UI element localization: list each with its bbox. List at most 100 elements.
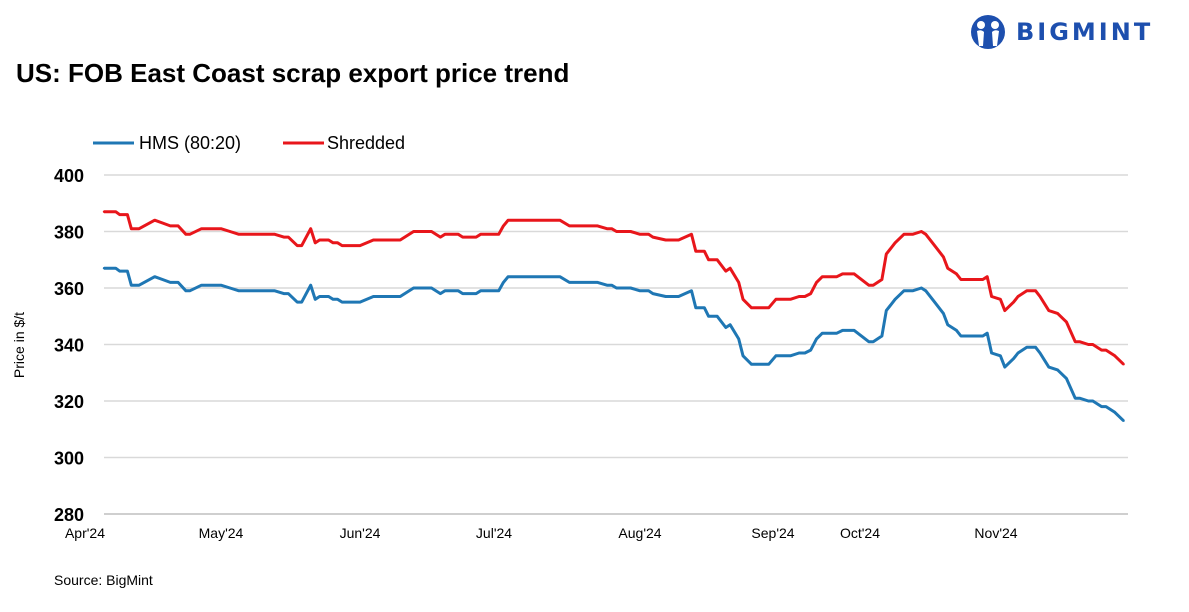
x-tick-label: Nov'24 — [974, 525, 1017, 541]
data-point-shredded — [774, 298, 778, 301]
data-point-hms — [502, 281, 505, 284]
x-tick-label: Jul'24 — [476, 525, 512, 541]
bigmint-logo-icon — [971, 15, 1005, 49]
data-point-hms — [981, 334, 985, 338]
data-point-shredded — [412, 230, 415, 233]
data-point-hms — [176, 281, 180, 284]
data-point-shredded — [502, 224, 505, 228]
data-point-shredded — [558, 219, 562, 222]
data-point-shredded — [430, 230, 433, 233]
data-point-hms — [430, 286, 433, 290]
data-point-hms — [1025, 346, 1029, 349]
data-point-hms — [412, 286, 415, 290]
data-point-hms — [237, 289, 241, 293]
data-point-shredded — [1003, 309, 1006, 312]
data-point-shredded — [176, 224, 180, 228]
data-point-hms — [558, 275, 562, 278]
data-point-shredded — [809, 292, 812, 295]
data-point-hms — [399, 295, 402, 298]
data-point-hms — [1087, 399, 1090, 403]
data-point-hms — [750, 363, 753, 366]
data-point-shredded — [492, 233, 496, 236]
data-point-hms — [1074, 396, 1077, 400]
data-point-hms — [880, 334, 884, 338]
data-point-shredded — [1025, 289, 1029, 293]
data-point-shredded — [999, 298, 1002, 301]
data-point-hms — [568, 281, 571, 284]
data-point-hms — [457, 289, 460, 293]
data-point-hms — [1012, 357, 1015, 360]
data-point-shredded — [933, 244, 936, 247]
chart-title: US: FOB East Coast scrap export price tr… — [16, 58, 570, 88]
data-point-shredded — [750, 306, 753, 309]
data-point-hms — [118, 269, 121, 273]
data-point-shredded — [707, 258, 710, 261]
data-point-hms — [219, 283, 223, 287]
data-point-shredded — [677, 238, 680, 242]
data-point-hms — [443, 289, 447, 293]
data-point-hms — [1078, 396, 1081, 400]
data-point-hms — [296, 300, 299, 304]
data-point-shredded — [114, 210, 117, 213]
data-point-shredded — [867, 283, 870, 287]
data-point-hms — [767, 363, 770, 366]
data-point-shredded — [853, 272, 856, 276]
y-tick-label: 280 — [54, 505, 84, 525]
data-point-shredded — [946, 267, 949, 270]
data-point-hms — [336, 298, 339, 301]
data-point-hms — [282, 292, 285, 295]
data-point-hms — [596, 281, 599, 284]
data-point-hms — [1104, 405, 1108, 408]
data-point-shredded — [228, 230, 232, 233]
data-point-shredded — [803, 295, 807, 298]
data-point-hms — [161, 278, 164, 281]
data-point-shredded — [841, 272, 844, 276]
data-point-shredded — [1087, 343, 1090, 346]
data-point-hms — [1113, 411, 1117, 414]
bigmint-logo: BIGMINT — [970, 14, 1153, 50]
data-point-hms — [716, 315, 719, 318]
data-point-hms — [986, 332, 989, 335]
data-point-hms — [942, 312, 945, 315]
data-point-hms — [1003, 365, 1006, 369]
data-point-shredded — [273, 233, 277, 236]
y-tick-label: 300 — [54, 449, 84, 469]
data-point-shredded — [990, 295, 993, 298]
data-point-shredded — [497, 233, 500, 236]
data-point-shredded — [638, 233, 642, 236]
source-note: Source: BigMint — [54, 572, 153, 588]
data-point-hms — [867, 340, 870, 343]
data-point-shredded — [1034, 289, 1037, 293]
data-point-hms — [605, 283, 609, 287]
data-point-shredded — [153, 219, 156, 222]
data-point-shredded — [741, 298, 745, 301]
x-tick-label: Oct'24 — [840, 525, 880, 541]
data-point-shredded — [1012, 300, 1015, 304]
data-point-hms — [955, 329, 958, 332]
data-point-hms — [228, 286, 232, 290]
data-point-shredded — [959, 278, 963, 281]
data-point-hms — [959, 334, 963, 338]
data-point-hms — [1016, 351, 1020, 355]
data-point-shredded — [880, 278, 884, 281]
data-point-hms — [318, 295, 321, 298]
y-axis-label: Price in $/t — [11, 312, 27, 378]
data-point-hms — [137, 283, 141, 287]
data-point-hms — [1056, 368, 1059, 372]
data-point-hms — [911, 289, 914, 293]
data-point-hms — [651, 292, 655, 295]
data-point-shredded — [893, 241, 897, 244]
data-point-shredded — [1065, 320, 1068, 324]
data-point-hms — [497, 289, 500, 293]
data-point-shredded — [789, 298, 792, 301]
data-point-shredded — [137, 227, 141, 230]
data-point-shredded — [200, 227, 203, 230]
data-point-shredded — [219, 227, 223, 230]
data-point-hms — [114, 267, 117, 270]
data-point-hms — [885, 309, 888, 312]
data-point-hms — [809, 348, 812, 352]
data-point-shredded — [461, 235, 464, 239]
data-point-shredded — [767, 306, 770, 309]
data-point-shredded — [439, 235, 442, 239]
data-point-hms — [1038, 351, 1042, 355]
